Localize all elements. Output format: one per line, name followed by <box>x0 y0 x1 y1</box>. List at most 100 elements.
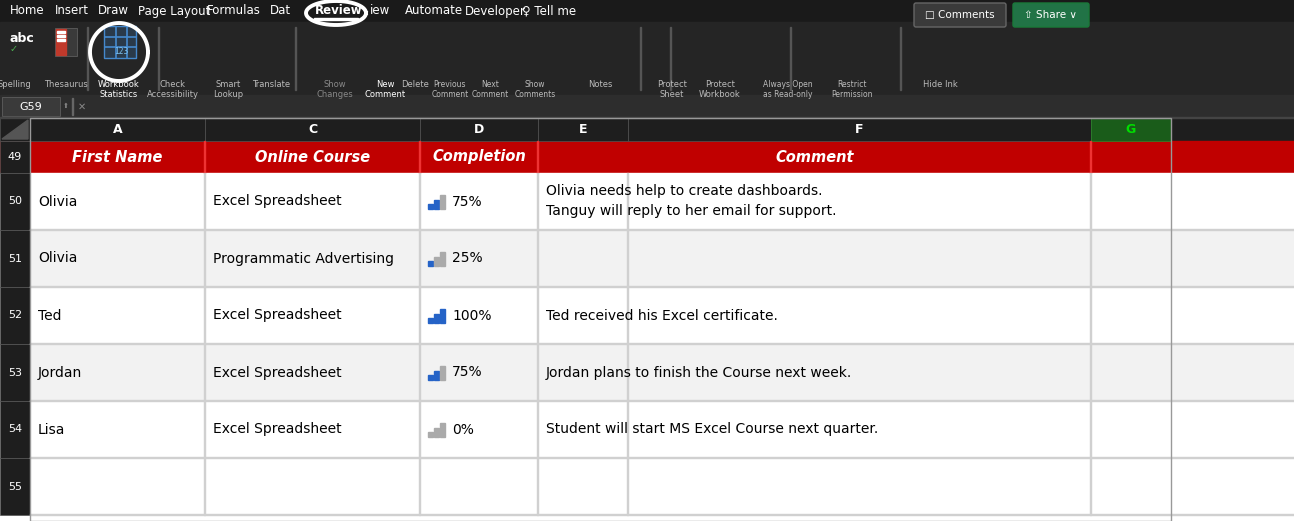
Text: Smart
Lookup: Smart Lookup <box>214 80 243 100</box>
Bar <box>433 200 439 208</box>
Text: First Name: First Name <box>72 150 163 165</box>
Text: Draw: Draw <box>98 5 129 18</box>
Text: Excel Spreadsheet: Excel Spreadsheet <box>214 194 342 208</box>
Text: 49: 49 <box>8 152 22 162</box>
Text: Workbook
Statistics: Workbook Statistics <box>98 80 140 100</box>
Text: ♀ Tell me: ♀ Tell me <box>521 5 576 18</box>
Bar <box>0 118 1294 521</box>
Bar <box>57 39 65 41</box>
Text: 75%: 75% <box>452 194 483 208</box>
Text: 54: 54 <box>8 425 22 435</box>
Text: 50: 50 <box>8 196 22 206</box>
Text: Tanguy will reply to her email for support.: Tanguy will reply to her email for suppo… <box>546 205 836 218</box>
Bar <box>440 194 445 208</box>
Text: Completion: Completion <box>432 150 525 165</box>
Bar <box>0 95 1294 118</box>
Bar <box>56 29 66 55</box>
Text: ✕: ✕ <box>78 102 87 111</box>
Bar <box>57 35 65 37</box>
Text: □ Comments: □ Comments <box>925 10 995 20</box>
Bar <box>0 458 1294 515</box>
Text: Programmatic Advertising: Programmatic Advertising <box>214 252 393 266</box>
Text: Review: Review <box>314 5 362 18</box>
Text: Student will start MS Excel Course next quarter.: Student will start MS Excel Course next … <box>546 423 879 437</box>
Bar <box>104 26 136 58</box>
Bar <box>428 375 433 379</box>
Bar <box>104 46 136 47</box>
Bar <box>0 118 1294 141</box>
Bar <box>538 118 628 141</box>
Text: Translate: Translate <box>252 80 290 89</box>
Text: iew: iew <box>370 5 391 18</box>
Bar <box>104 36 136 37</box>
Text: Delete: Delete <box>401 80 428 89</box>
Text: ⇧ Share ∨: ⇧ Share ∨ <box>1025 10 1078 20</box>
Text: Excel Spreadsheet: Excel Spreadsheet <box>214 308 342 322</box>
Text: Dat: Dat <box>270 5 291 18</box>
Bar <box>0 141 30 173</box>
Text: C: C <box>308 123 317 136</box>
Bar <box>0 287 1294 344</box>
Text: 123: 123 <box>114 46 128 56</box>
Text: Restrict
Permission: Restrict Permission <box>831 80 872 100</box>
Text: Olivia needs help to create dashboards.: Olivia needs help to create dashboards. <box>546 184 823 199</box>
Bar <box>433 428 439 437</box>
Text: Excel Spreadsheet: Excel Spreadsheet <box>214 366 342 379</box>
Bar <box>433 256 439 266</box>
Bar <box>0 173 1294 230</box>
Text: Show
Changes: Show Changes <box>317 80 353 100</box>
Text: 51: 51 <box>8 254 22 264</box>
Text: Next
Comment: Next Comment <box>471 80 509 100</box>
Text: Ted received his Excel certificate.: Ted received his Excel certificate. <box>546 308 778 322</box>
Bar <box>1091 118 1171 141</box>
Text: Automate: Automate <box>405 5 463 18</box>
Text: Excel Spreadsheet: Excel Spreadsheet <box>214 423 342 437</box>
Text: 75%: 75% <box>452 366 483 379</box>
Bar <box>440 252 445 266</box>
Bar <box>440 366 445 379</box>
Text: ✓: ✓ <box>10 44 18 54</box>
Text: 100%: 100% <box>452 308 492 322</box>
Text: Spelling: Spelling <box>0 80 31 89</box>
Bar <box>56 28 78 56</box>
Text: Lisa: Lisa <box>38 423 66 437</box>
Bar <box>3 97 60 116</box>
FancyBboxPatch shape <box>1013 3 1090 27</box>
Text: Hide Ink: Hide Ink <box>923 80 958 89</box>
Text: Jordan: Jordan <box>38 366 83 379</box>
FancyBboxPatch shape <box>914 3 1005 27</box>
Text: Developer: Developer <box>465 5 525 18</box>
Text: Home: Home <box>10 5 44 18</box>
Bar <box>30 514 1294 515</box>
Bar <box>0 173 30 230</box>
Text: 0%: 0% <box>452 423 474 437</box>
Text: G59: G59 <box>19 102 43 111</box>
Text: Olivia: Olivia <box>38 252 78 266</box>
Text: G: G <box>1126 123 1136 136</box>
Text: Check
Accessibility: Check Accessibility <box>148 80 199 100</box>
Text: Ted: Ted <box>38 308 62 322</box>
Text: Protect
Workbook: Protect Workbook <box>699 80 741 100</box>
Text: 53: 53 <box>8 367 22 378</box>
Bar <box>440 423 445 437</box>
Text: E: E <box>578 123 587 136</box>
Bar <box>433 314 439 322</box>
Bar <box>428 431 433 437</box>
Bar <box>314 18 358 20</box>
Bar <box>204 118 421 141</box>
Bar <box>30 400 1294 401</box>
Polygon shape <box>3 120 28 139</box>
Bar <box>30 286 1294 287</box>
Text: Always Open
as Read-only: Always Open as Read-only <box>763 80 813 100</box>
Bar <box>0 287 30 344</box>
Text: Previous
Comment: Previous Comment <box>431 80 468 100</box>
Text: Notes: Notes <box>587 80 612 89</box>
Bar <box>433 370 439 379</box>
Text: Jordan plans to finish the Course next week.: Jordan plans to finish the Course next w… <box>546 366 853 379</box>
Bar <box>0 344 1294 401</box>
Text: Olivia: Olivia <box>38 194 78 208</box>
Text: 25%: 25% <box>452 252 483 266</box>
Bar <box>0 118 30 141</box>
Text: F: F <box>855 123 864 136</box>
Text: Insert: Insert <box>56 5 89 18</box>
